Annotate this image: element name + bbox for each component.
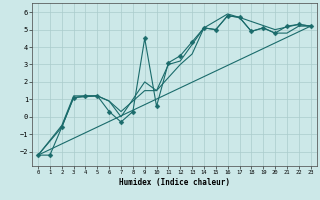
X-axis label: Humidex (Indice chaleur): Humidex (Indice chaleur) [119,178,230,187]
